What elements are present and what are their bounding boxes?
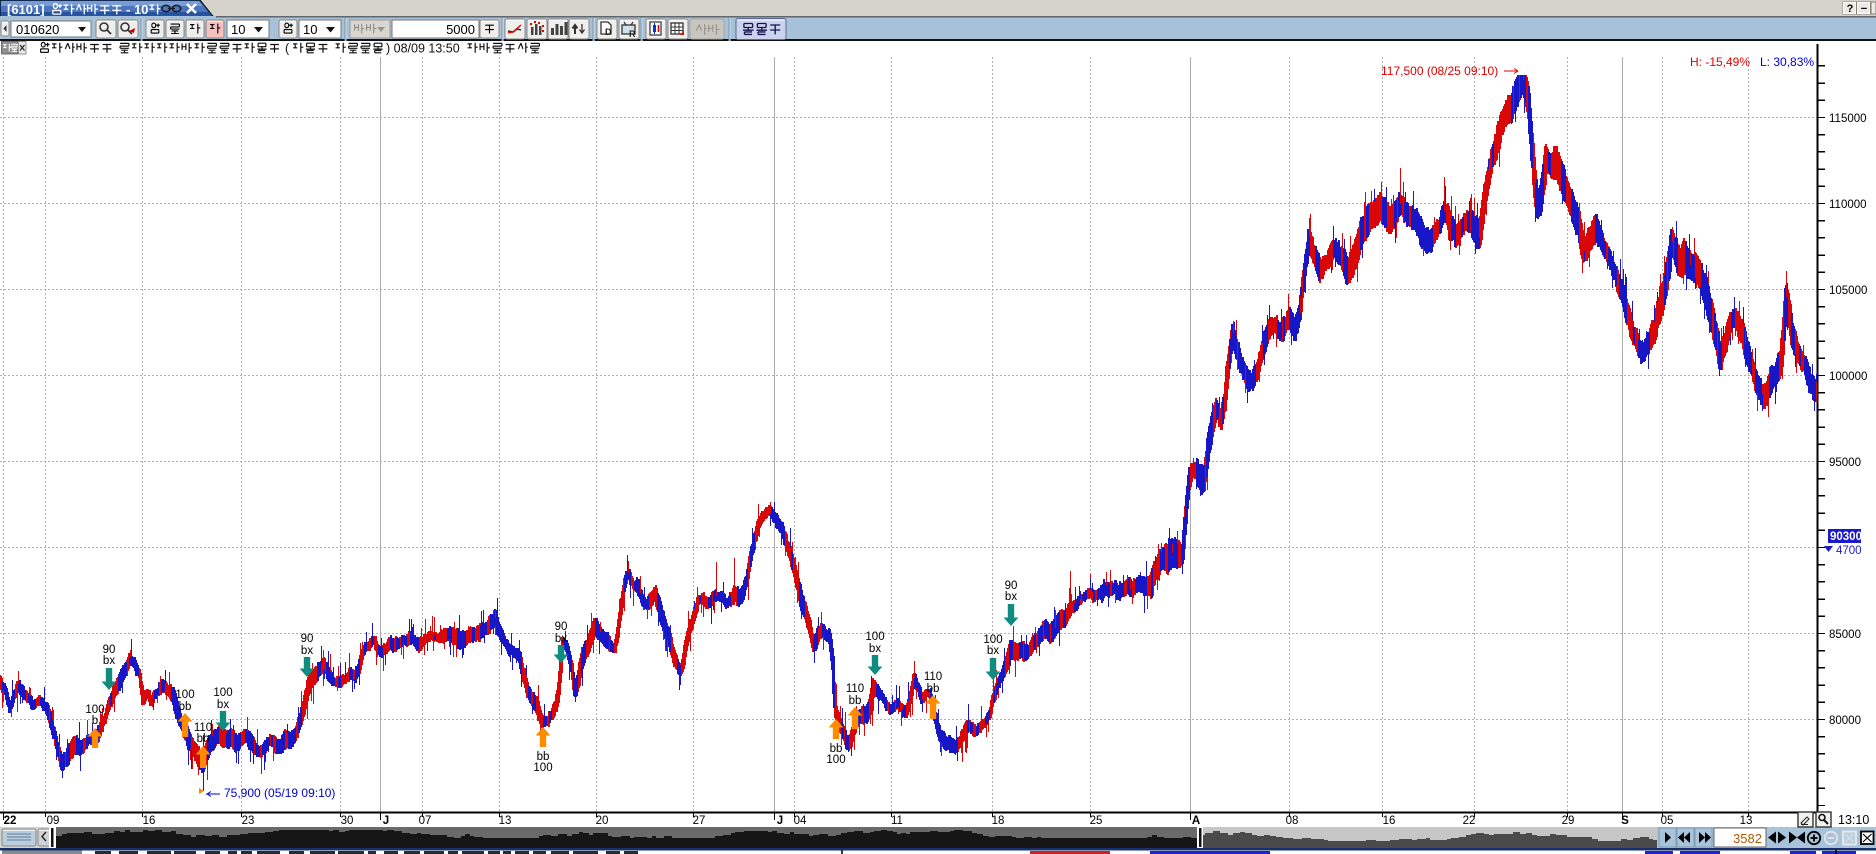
svg-text:115000: 115000 (1829, 113, 1867, 125)
svg-text:bx: bx (103, 655, 115, 667)
svg-text:05: 05 (1661, 815, 1674, 827)
svg-text:13: 13 (499, 815, 512, 827)
svg-text:S: S (1621, 815, 1629, 827)
svg-text:95000: 95000 (1829, 457, 1861, 469)
svg-text:85000: 85000 (1829, 629, 1861, 641)
svg-text:J: J (383, 815, 389, 827)
svg-text:100: 100 (85, 704, 104, 716)
svg-text:08: 08 (1286, 815, 1299, 827)
svg-text:27: 27 (693, 815, 706, 827)
svg-text:100: 100 (983, 634, 1002, 646)
svg-text:bx: bx (869, 643, 881, 655)
svg-text:4700: 4700 (1836, 545, 1862, 557)
svg-text:?: ? (1847, 3, 1854, 15)
svg-text:10: 10 (303, 22, 317, 37)
svg-text:H: -15,49%: H: -15,49% (1690, 55, 1750, 69)
svg-text:90: 90 (1005, 580, 1018, 592)
svg-text:bb: bb (197, 733, 210, 745)
svg-text:(: ( (285, 42, 290, 56)
svg-text:bx: bx (1005, 591, 1017, 603)
svg-text:100000: 100000 (1829, 371, 1867, 383)
svg-text:22: 22 (4, 815, 17, 827)
svg-text:13:10: 13:10 (1838, 813, 1869, 827)
svg-text:110: 110 (194, 722, 212, 734)
svg-text:11: 11 (891, 815, 903, 827)
svg-text:- 10: - 10 (126, 2, 148, 17)
svg-text:29: 29 (1562, 815, 1575, 827)
svg-text:bb: bb (179, 701, 192, 713)
svg-text:23: 23 (242, 815, 255, 827)
svg-text:) 08/09 13:50: ) 08/09 13:50 (386, 42, 460, 56)
svg-text:110: 110 (924, 671, 942, 683)
svg-text:22: 22 (1463, 815, 1476, 827)
svg-text:−: − (1861, 3, 1867, 15)
svg-text:10: 10 (231, 22, 245, 37)
svg-text:5000: 5000 (446, 22, 475, 37)
svg-text:100: 100 (826, 754, 845, 766)
svg-text:90: 90 (301, 633, 314, 645)
svg-text:04: 04 (794, 815, 807, 827)
svg-text:100: 100 (213, 687, 232, 699)
svg-text:100: 100 (865, 631, 884, 643)
svg-text:105000: 105000 (1829, 285, 1867, 297)
svg-text:20: 20 (596, 815, 609, 827)
svg-text:bb: bb (830, 743, 843, 755)
svg-text:[6101]: [6101] (7, 2, 45, 17)
svg-text:80000: 80000 (1829, 715, 1861, 727)
svg-text:110000: 110000 (1829, 199, 1867, 211)
svg-text:bx: bx (555, 633, 567, 645)
svg-text:bx: bx (301, 645, 313, 657)
svg-text:010620: 010620 (16, 22, 59, 37)
svg-text:16: 16 (1383, 815, 1396, 827)
svg-text:D: D (605, 27, 612, 37)
svg-text:25: 25 (1090, 815, 1103, 827)
svg-text:110: 110 (846, 683, 864, 695)
svg-text:A: A (1192, 815, 1200, 827)
svg-text:3582: 3582 (1733, 831, 1762, 846)
svg-text:07: 07 (419, 815, 432, 827)
svg-text:L: 30,83%: L: 30,83% (1760, 55, 1814, 69)
svg-text:b: b (92, 715, 98, 727)
svg-text:100: 100 (533, 762, 552, 774)
svg-text:09: 09 (47, 815, 60, 827)
svg-text:13: 13 (1740, 815, 1753, 827)
svg-text:18: 18 (992, 815, 1005, 827)
svg-text:117,500 (08/25 09:10): 117,500 (08/25 09:10) (1381, 64, 1498, 78)
svg-text:bb: bb (537, 751, 550, 763)
svg-text:bb: bb (849, 695, 862, 707)
svg-text:R: R (629, 29, 636, 39)
svg-text:90: 90 (555, 621, 568, 633)
svg-text:75,900 (05/19 09:10): 75,900 (05/19 09:10) (224, 786, 335, 800)
svg-text:bx: bx (987, 645, 999, 657)
svg-text:90: 90 (103, 644, 116, 656)
svg-text:16: 16 (143, 815, 156, 827)
svg-text:J: J (777, 815, 783, 827)
svg-text:90300: 90300 (1830, 531, 1862, 543)
svg-text:bb: bb (927, 683, 940, 695)
svg-text:30: 30 (341, 815, 354, 827)
svg-text:bx: bx (217, 699, 229, 711)
svg-text:100: 100 (175, 689, 194, 701)
